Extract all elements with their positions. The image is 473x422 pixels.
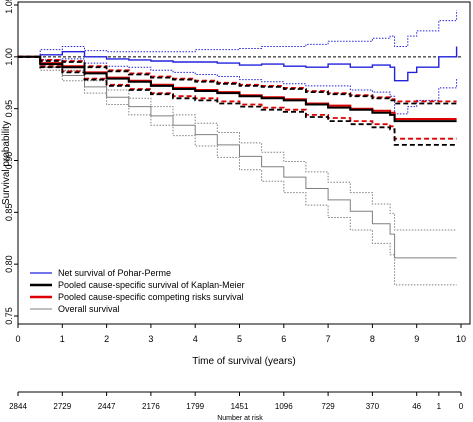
risk-count: 729 (321, 402, 335, 411)
risk-count: 1096 (275, 402, 293, 411)
x-axis: 0 1 2 3 4 5 6 7 8 9 10 (15, 324, 466, 344)
legend-label: Overall survival (58, 304, 120, 314)
risk-count: 1799 (186, 402, 204, 411)
risk-count: 2176 (142, 402, 160, 411)
y-tick-label: 0.85 (4, 204, 14, 222)
y-tick-label: 1.05 (4, 0, 14, 14)
risk-table-title: Number at risk (217, 415, 263, 422)
risk-count: 2844 (9, 402, 27, 411)
legend: Net survival of Pohar-Perme Pooled cause-… (30, 268, 245, 314)
x-tick-label: 9 (414, 334, 419, 344)
y-tick-label: 0.80 (4, 255, 14, 273)
x-tick-label: 10 (456, 334, 466, 344)
risk-count: 1451 (231, 402, 249, 411)
x-tick-label: 6 (281, 334, 286, 344)
x-tick-label: 7 (326, 334, 331, 344)
y-tick-label: 0.75 (4, 307, 14, 325)
x-tick-label: 2 (104, 334, 109, 344)
risk-count: 370 (366, 402, 380, 411)
y-tick-label: 1.00 (4, 48, 14, 66)
overall-survival-line (18, 57, 457, 258)
risk-table: 2844 2729 2447 2176 1799 1451 1096 729 370 46 1 0 (9, 392, 464, 411)
legend-label: Pooled cause-specific competing risks su… (58, 292, 244, 302)
x-tick-label: 3 (148, 334, 153, 344)
curves-layer (18, 10, 461, 285)
legend-label: Net survival of Pohar-Perme (58, 268, 171, 278)
x-tick-label: 5 (237, 334, 242, 344)
risk-count: 1 (437, 402, 442, 411)
x-axis-title: Time of survival (years) (192, 356, 296, 367)
risk-count: 2729 (53, 402, 71, 411)
risk-count: 2447 (98, 402, 116, 411)
risk-count: 0 (459, 402, 464, 411)
net-survival-of-pohar-perme-ci-upper (18, 10, 457, 57)
x-tick-label: 0 (15, 334, 20, 344)
x-tick-label: 4 (193, 334, 198, 344)
y-tick-label: 0.95 (4, 100, 14, 118)
x-tick-label: 1 (60, 334, 65, 344)
y-axis-title: Survival probability (1, 121, 12, 205)
overall-survival-ci-upper (18, 57, 457, 230)
overall-survival-ci-lower (18, 57, 457, 285)
risk-count: 46 (412, 402, 421, 411)
legend-label: Pooled cause-specific survival of Kaplan… (58, 280, 245, 290)
x-tick-label: 8 (370, 334, 375, 344)
